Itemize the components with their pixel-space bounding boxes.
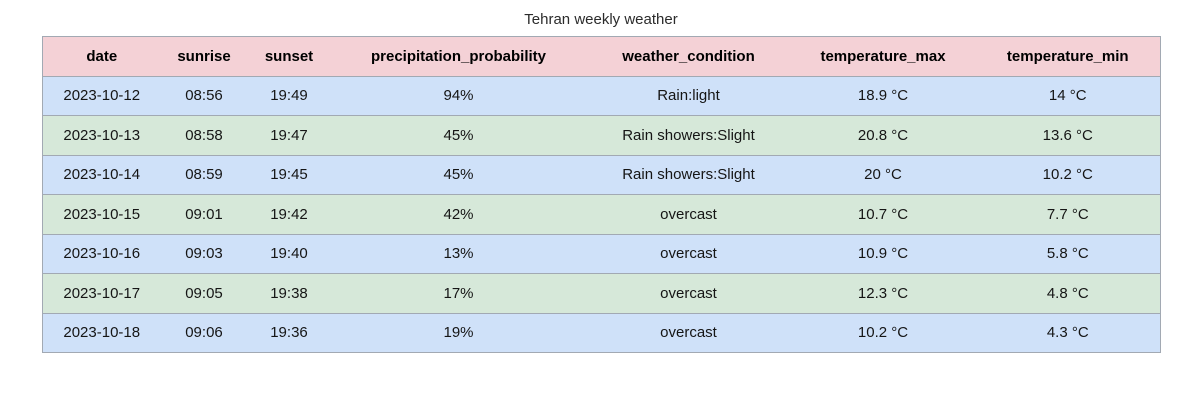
cell-temperature_min: 13.6 °C — [975, 115, 1161, 156]
column-header-weather_condition: weather_condition — [586, 36, 791, 77]
table-row: 2023-10-17 09:05 19:38 17% overcast 12.3 °C 4.… — [42, 273, 1161, 314]
table-row: 2023-10-14 08:59 19:45 45% Rain showers:Slig… — [42, 154, 1161, 195]
table-row: 2023-10-18 09:06 19:36 19% overcast 10.2 °C 4.… — [42, 312, 1161, 353]
cell-temperature_max: 20 °C — [790, 154, 976, 195]
cell-sunset: 19:49 — [247, 75, 331, 116]
cell-precipitation_probability: 45% — [330, 154, 587, 195]
cell-date: 2023-10-12 — [42, 75, 161, 116]
cell-temperature_min: 4.3 °C — [975, 312, 1161, 353]
cell-sunset: 19:45 — [247, 154, 331, 195]
chart-title: Tehran weekly weather — [524, 11, 678, 28]
cell-sunset: 19:47 — [247, 115, 331, 156]
cell-temperature_max: 10.7 °C — [790, 194, 976, 235]
column-header-date: date — [42, 36, 161, 77]
cell-precipitation_probability: 19% — [330, 312, 587, 353]
cell-temperature_min: 7.7 °C — [975, 194, 1161, 235]
column-header-temperature_min: temperature_min — [975, 36, 1161, 77]
table-header-row: date sunrise sunset precipitation_probabili… — [42, 36, 1161, 77]
table-body: 2023-10-12 08:56 19:49 94% Rain:light 18.9 °C… — [42, 75, 1161, 353]
cell-temperature_min: 14 °C — [975, 75, 1161, 116]
cell-precipitation_probability: 42% — [330, 194, 587, 235]
cell-weather_condition: overcast — [586, 312, 791, 353]
cell-precipitation_probability: 13% — [330, 233, 587, 274]
cell-weather_condition: Rain showers:Slight — [586, 115, 791, 156]
table-row: 2023-10-13 08:58 19:47 45% Rain showers:Slig… — [42, 115, 1161, 156]
cell-date: 2023-10-17 — [42, 273, 161, 314]
cell-precipitation_probability: 45% — [330, 115, 587, 156]
cell-date: 2023-10-14 — [42, 154, 161, 195]
cell-date: 2023-10-16 — [42, 233, 161, 274]
column-header-precipitation_probability: precipitation_probability — [330, 36, 587, 77]
cell-weather_condition: overcast — [586, 194, 791, 235]
cell-temperature_min: 4.8 °C — [975, 273, 1161, 314]
cell-sunset: 19:38 — [247, 273, 331, 314]
cell-sunrise: 08:59 — [160, 154, 248, 195]
table-head: date sunrise sunset precipitation_probabili… — [42, 36, 1161, 77]
cell-precipitation_probability: 17% — [330, 273, 587, 314]
table-row: 2023-10-16 09:03 19:40 13% overcast 10.9 °C 5.… — [42, 233, 1161, 274]
cell-temperature_max: 20.8 °C — [790, 115, 976, 156]
cell-date: 2023-10-13 — [42, 115, 161, 156]
cell-precipitation_probability: 94% — [330, 75, 587, 116]
column-header-sunset: sunset — [247, 36, 331, 77]
cell-weather_condition: Rain showers:Slight — [586, 154, 791, 195]
cell-sunrise: 09:03 — [160, 233, 248, 274]
cell-temperature_max: 10.2 °C — [790, 312, 976, 353]
cell-sunrise: 09:01 — [160, 194, 248, 235]
table-row: 2023-10-15 09:01 19:42 42% overcast 10.7 °C 7.… — [42, 194, 1161, 235]
cell-sunrise: 08:56 — [160, 75, 248, 116]
cell-date: 2023-10-18 — [42, 312, 161, 353]
weather-table: date sunrise sunset precipitation_probabili… — [42, 36, 1161, 353]
table-row: 2023-10-12 08:56 19:49 94% Rain:light 18.9 °C… — [42, 75, 1161, 116]
cell-weather_condition: Rain:light — [586, 75, 791, 116]
column-header-temperature_max: temperature_max — [790, 36, 976, 77]
cell-sunset: 19:40 — [247, 233, 331, 274]
cell-sunset: 19:42 — [247, 194, 331, 235]
cell-temperature_max: 12.3 °C — [790, 273, 976, 314]
cell-weather_condition: overcast — [586, 233, 791, 274]
column-header-sunrise: sunrise — [160, 36, 248, 77]
cell-temperature_max: 18.9 °C — [790, 75, 976, 116]
cell-sunrise: 09:06 — [160, 312, 248, 353]
cell-temperature_min: 10.2 °C — [975, 154, 1161, 195]
cell-temperature_min: 5.8 °C — [975, 233, 1161, 274]
cell-sunset: 19:36 — [247, 312, 331, 353]
cell-sunrise: 09:05 — [160, 273, 248, 314]
cell-weather_condition: overcast — [586, 273, 791, 314]
cell-temperature_max: 10.9 °C — [790, 233, 976, 274]
cell-date: 2023-10-15 — [42, 194, 161, 235]
cell-sunrise: 08:58 — [160, 115, 248, 156]
